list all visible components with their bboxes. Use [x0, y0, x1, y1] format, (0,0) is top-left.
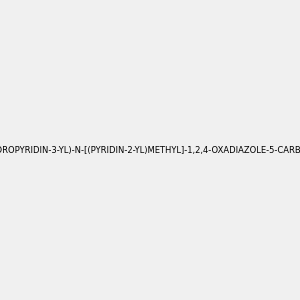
- Text: 3-(2-CHLOROPYRIDIN-3-YL)-N-[(PYRIDIN-2-YL)METHYL]-1,2,4-OXADIAZOLE-5-CARBOXAMIDE: 3-(2-CHLOROPYRIDIN-3-YL)-N-[(PYRIDIN-2-Y…: [0, 146, 300, 154]
